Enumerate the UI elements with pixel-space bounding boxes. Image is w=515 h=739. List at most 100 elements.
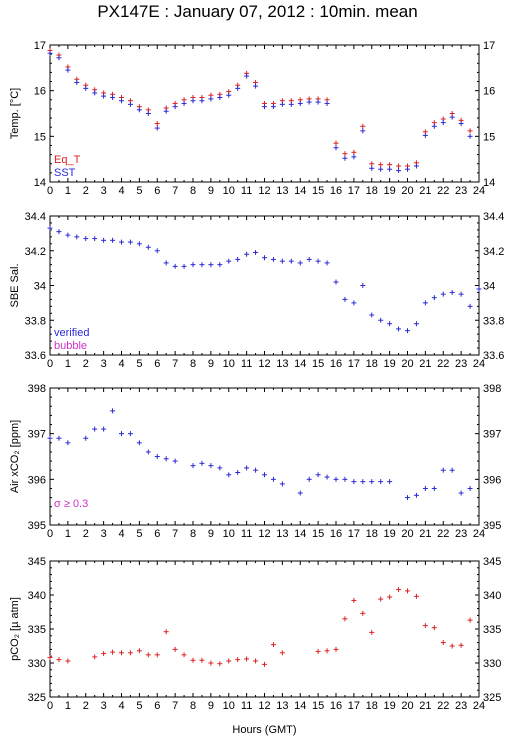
x-tick-label: 2 — [83, 358, 89, 370]
x-tick-label: 1 — [65, 358, 71, 370]
x-tick-label: 21 — [419, 185, 431, 197]
x-tick-label: 8 — [190, 185, 196, 197]
x-tick-label: 24 — [473, 185, 485, 197]
x-tick-label: 8 — [190, 358, 196, 370]
y-axis-label: Temp. [°C] — [9, 88, 21, 139]
data-point — [235, 256, 241, 262]
data-point — [235, 657, 241, 663]
data-point — [101, 650, 107, 656]
data-point — [145, 244, 151, 250]
plot-frame — [49, 560, 480, 698]
y-tick-label-right: 33.8 — [483, 315, 504, 327]
x-tick-label: 20 — [401, 185, 413, 197]
data-point — [467, 485, 473, 491]
data-point — [136, 648, 142, 654]
data-point — [253, 467, 259, 473]
x-tick-label: 9 — [208, 528, 214, 540]
data-point — [127, 239, 133, 245]
x-tick-label: 15 — [312, 528, 324, 540]
chart-title: PX147E : January 07, 2012 : 10min. mean — [97, 2, 418, 21]
data-point — [342, 296, 348, 302]
data-point — [74, 234, 80, 240]
data-point — [405, 328, 410, 334]
x-tick-label: 0 — [47, 528, 53, 540]
data-point — [422, 132, 428, 138]
x-tick-label: 24 — [473, 700, 485, 712]
y-tick-label-left: 395 — [28, 520, 46, 532]
x-tick-label: 20 — [401, 700, 413, 712]
y-tick-label-right: 16 — [483, 86, 495, 98]
legend-label: bubble — [54, 340, 87, 352]
data-point — [449, 467, 455, 473]
data-point — [378, 162, 384, 168]
y-tick-label-left: 16 — [34, 86, 46, 98]
x-tick-label: 5 — [136, 700, 142, 712]
data-point — [163, 260, 169, 266]
data-point — [333, 279, 339, 285]
x-tick-label: 9 — [208, 358, 214, 370]
data-point — [244, 656, 250, 662]
x-tick-label: 17 — [348, 528, 360, 540]
y-tick-label-right: 335 — [483, 624, 501, 636]
x-tick-label: 14 — [294, 358, 306, 370]
data-point — [351, 154, 357, 160]
data-point — [396, 326, 402, 332]
data-point — [262, 661, 267, 667]
data-point — [154, 652, 160, 658]
x-tick-label: 18 — [366, 185, 378, 197]
plot-frame — [49, 387, 480, 526]
x-tick-label: 6 — [154, 700, 160, 712]
x-tick-label: 11 — [241, 358, 252, 370]
data-point — [315, 99, 321, 105]
y-tick-label-right: 395 — [483, 520, 501, 532]
data-point — [154, 454, 160, 459]
x-tick-label: 7 — [172, 528, 178, 540]
x-tick-label: 19 — [384, 185, 396, 197]
data-point — [56, 435, 62, 441]
data-point — [315, 648, 321, 654]
data-point — [127, 101, 133, 107]
data-point — [315, 258, 321, 264]
x-tick-label: 24 — [473, 528, 485, 540]
x-tick-label: 3 — [101, 700, 107, 712]
data-point — [163, 456, 169, 462]
data-point — [476, 286, 482, 292]
data-point — [226, 92, 232, 98]
x-tick-label: 10 — [223, 185, 235, 197]
data-point — [119, 98, 124, 104]
data-point — [369, 479, 375, 485]
x-tick-label: 1 — [65, 700, 71, 712]
data-point — [449, 289, 455, 295]
data-point — [83, 435, 89, 441]
x-tick-label: 18 — [366, 358, 378, 370]
x-tick-label: 23 — [455, 700, 467, 712]
data-point — [422, 300, 428, 306]
data-point — [458, 121, 464, 127]
data-point — [163, 108, 169, 114]
data-point — [440, 467, 446, 473]
y-tick-label-right: 17 — [483, 40, 495, 52]
data-point — [342, 151, 348, 157]
y-tick-label-right: 340 — [483, 590, 501, 602]
data-point — [315, 472, 321, 478]
data-point — [270, 104, 276, 110]
x-tick-label: 16 — [330, 700, 342, 712]
data-point — [288, 258, 294, 264]
data-point — [351, 149, 357, 155]
data-point — [351, 597, 357, 603]
y-tick-label-left: 17 — [34, 40, 46, 52]
x-axis-label: Hours (GMT) — [232, 724, 296, 736]
data-point — [279, 650, 285, 656]
y-tick-label-left: 15 — [34, 131, 46, 143]
data-point — [190, 657, 196, 663]
data-point — [217, 661, 223, 667]
data-point — [92, 236, 98, 242]
x-tick-label: 1 — [65, 185, 71, 197]
y-tick-label-right: 14 — [483, 177, 495, 189]
data-point — [101, 93, 107, 99]
data-point — [92, 654, 98, 660]
data-point — [83, 85, 89, 91]
y-tick-label-left: 335 — [28, 624, 46, 636]
x-tick-label: 7 — [172, 185, 178, 197]
data-point — [360, 128, 366, 134]
